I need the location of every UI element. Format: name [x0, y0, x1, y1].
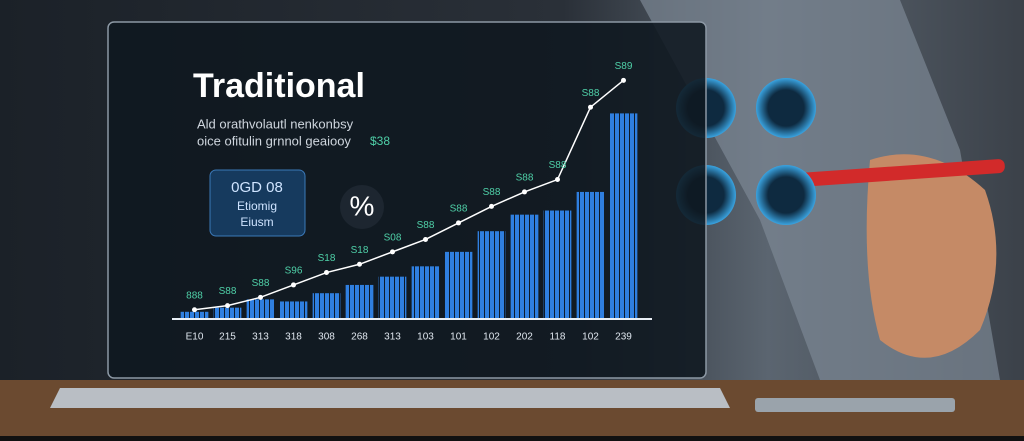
bar — [246, 299, 275, 318]
x-tick-label: 102 — [483, 332, 500, 343]
trend-point — [522, 189, 527, 195]
trend-point — [192, 307, 197, 313]
subtitle: Ald orathvolautl nenkonbsy — [197, 116, 354, 131]
trend-point — [225, 303, 230, 309]
bar — [411, 266, 440, 318]
trend-point — [390, 249, 395, 255]
x-tick-label: 313 — [252, 332, 269, 343]
trend-point — [621, 77, 626, 83]
trend-point — [324, 270, 329, 276]
pen — [795, 159, 1005, 187]
point-label: S88 — [483, 187, 501, 198]
bar — [213, 307, 242, 318]
badge-text: 0GD 08 — [231, 179, 283, 196]
bar — [576, 191, 605, 318]
badge-text: Eiusm — [240, 215, 273, 229]
laptop-base — [50, 388, 730, 408]
point-label: S88 — [549, 160, 567, 171]
x-tick-label: 101 — [450, 332, 467, 343]
title: Traditional — [193, 67, 365, 105]
subtitle-tag: $38 — [370, 134, 390, 148]
point-label: S96 — [285, 266, 303, 277]
point-label: S18 — [318, 253, 336, 264]
bar — [477, 231, 506, 318]
x-tick-label: 318 — [285, 332, 302, 343]
bar — [444, 251, 473, 318]
trend-point — [357, 261, 362, 267]
tablet — [755, 398, 955, 412]
bar — [345, 284, 374, 318]
point-label: S89 — [615, 61, 633, 72]
x-tick-label: 102 — [582, 332, 599, 343]
trend-point — [258, 294, 263, 300]
badge — [209, 169, 306, 237]
x-tick-label: 239 — [615, 332, 632, 343]
point-label: 888 — [186, 290, 203, 301]
bar — [543, 210, 572, 318]
point-label: S88 — [417, 220, 435, 231]
trend-point — [291, 282, 296, 288]
icon — [756, 165, 816, 225]
bar — [609, 113, 638, 319]
badge-text: Etiomig — [237, 199, 277, 213]
x-tick-label: 202 — [516, 332, 533, 343]
x-tick-label: 313 — [384, 332, 401, 343]
trend-point — [555, 177, 560, 183]
bar — [180, 311, 209, 318]
bar — [510, 214, 539, 318]
point-label: S18 — [351, 245, 369, 256]
point-label: S08 — [384, 233, 402, 244]
percent-symbol: % — [350, 190, 375, 221]
x-tick-label: E10 — [186, 332, 204, 343]
icon — [756, 78, 816, 138]
x-tick-label: 215 — [219, 332, 236, 343]
trend-point — [588, 104, 593, 110]
trend-point — [456, 220, 461, 226]
subtitle: oice ofitulin grnnol geaiooy — [197, 133, 351, 148]
trend-line — [194, 79, 624, 311]
hand — [866, 154, 997, 358]
point-label: S88 — [450, 204, 468, 215]
x-tick-label: 268 — [351, 332, 368, 343]
trend-point — [423, 236, 428, 242]
percent-circle — [340, 185, 384, 229]
bar — [312, 293, 341, 318]
x-tick-label: 308 — [318, 332, 335, 343]
chart: 888 S88 S88 S96 S18 S18 S08 S88 S88 S88 S88 S88 S88 S… — [180, 61, 638, 343]
x-tick-label: 103 — [417, 332, 434, 343]
point-label: S88 — [219, 286, 237, 297]
bar — [378, 276, 407, 318]
point-label: S88 — [582, 88, 600, 99]
x-tick-label: 118 — [550, 332, 566, 343]
bar — [279, 301, 308, 318]
point-label: S88 — [516, 173, 534, 184]
point-label: S88 — [252, 278, 270, 289]
trend-point — [489, 203, 494, 209]
